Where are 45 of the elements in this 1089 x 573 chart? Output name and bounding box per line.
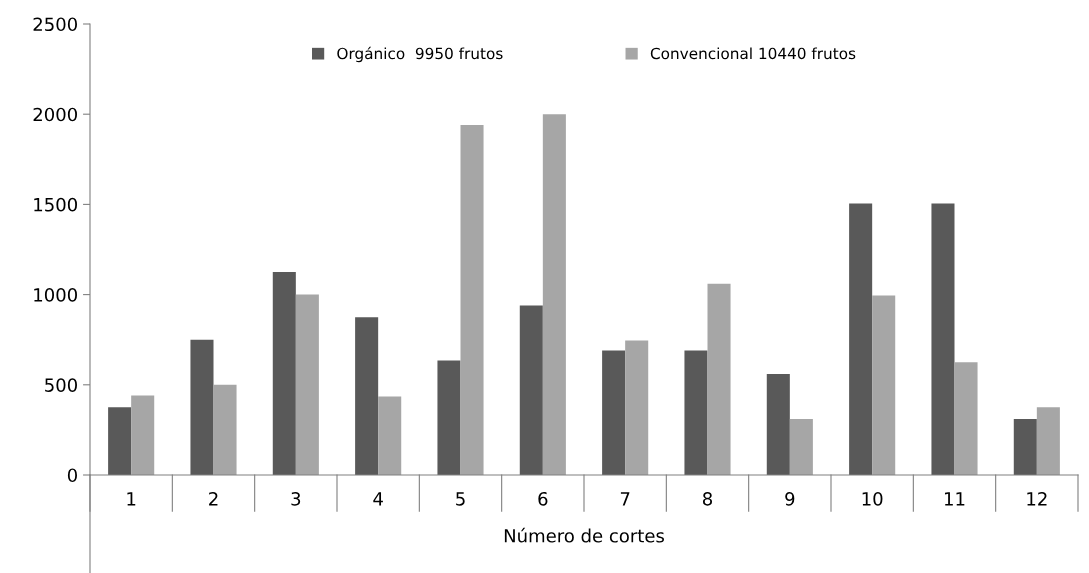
x-tick-label: 2 <box>209 491 218 506</box>
x-tick-label: 6 <box>538 491 548 506</box>
x-tick-label: 11 <box>945 492 965 506</box>
x-tick-label: 5 <box>456 492 465 506</box>
bar <box>460 125 484 475</box>
y-tick-label: 500 <box>45 378 77 392</box>
x-tick-label: 4 <box>373 492 383 506</box>
bar <box>108 407 132 475</box>
x-tick-label: 12 <box>1027 491 1047 506</box>
bar <box>766 373 790 475</box>
bar <box>954 362 978 475</box>
bar <box>1013 419 1037 475</box>
bar <box>542 114 566 475</box>
bar <box>437 360 461 475</box>
y-tick-label: 1000 <box>34 288 77 302</box>
bar <box>789 419 813 475</box>
x-axis-title: Número de cortes <box>504 527 664 543</box>
y-tick-label: 1500 <box>34 197 77 212</box>
bar <box>295 294 319 475</box>
legend-label: Convencional 10440 frutos <box>650 47 856 60</box>
x-tick-label: 7 <box>620 492 630 506</box>
x-tick-label: 10 <box>862 491 883 506</box>
bar <box>190 339 214 475</box>
x-tick-label: 1 <box>127 492 136 506</box>
bar <box>602 350 626 475</box>
bar <box>684 350 708 475</box>
bar <box>213 384 237 475</box>
bar <box>625 340 649 475</box>
bar <box>355 317 379 475</box>
bar <box>1036 407 1060 475</box>
bar <box>872 295 896 475</box>
y-tick-label: 2500 <box>33 17 77 32</box>
y-tick-label: 0 <box>67 468 77 483</box>
x-tick-label: 3 <box>291 491 301 506</box>
legend-label: Orgánico 9950 frutos <box>337 46 503 63</box>
bar <box>131 395 155 475</box>
y-tick-label: 2000 <box>33 107 77 122</box>
bar <box>931 203 955 475</box>
x-tick-label: 9 <box>785 491 795 506</box>
bar <box>378 396 402 475</box>
x-tick-label: 8 <box>702 491 713 506</box>
bar <box>707 283 731 475</box>
bar <box>272 272 296 475</box>
bar <box>849 203 873 475</box>
bar <box>519 305 543 475</box>
